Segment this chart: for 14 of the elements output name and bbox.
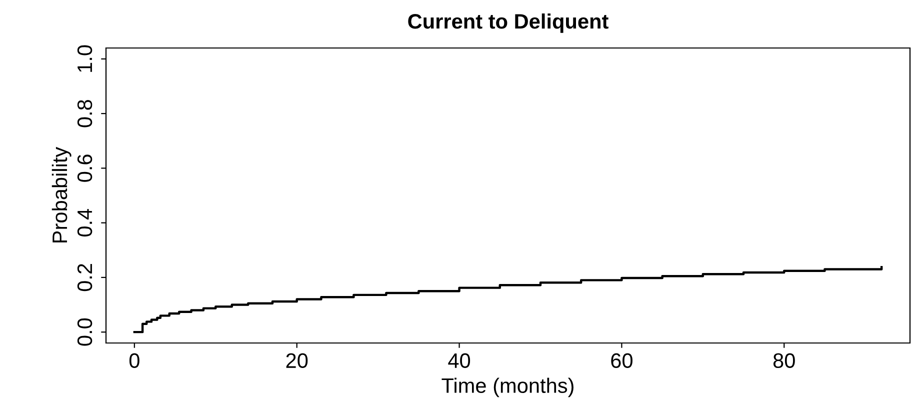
y-tick-label: 0.8 bbox=[77, 100, 92, 128]
y-tick-label: 0.0 bbox=[77, 318, 92, 346]
y-tick-label: 0.2 bbox=[77, 264, 92, 292]
x-tick-label: 20 bbox=[286, 353, 308, 368]
y-tick-label: 0.6 bbox=[77, 154, 92, 182]
x-tick-label: 80 bbox=[773, 353, 795, 368]
x-axis-title: Time (months) bbox=[442, 378, 574, 398]
x-tick-label: 60 bbox=[611, 353, 632, 368]
y-tick-label: 0.4 bbox=[77, 208, 92, 236]
x-tick-label: 40 bbox=[448, 353, 470, 368]
x-tick-label: 0 bbox=[129, 353, 140, 368]
y-tick-label: 1.0 bbox=[77, 45, 92, 72]
y-axis-title: Probability bbox=[52, 146, 72, 242]
chart-title: Current to Deliquent bbox=[408, 13, 608, 33]
